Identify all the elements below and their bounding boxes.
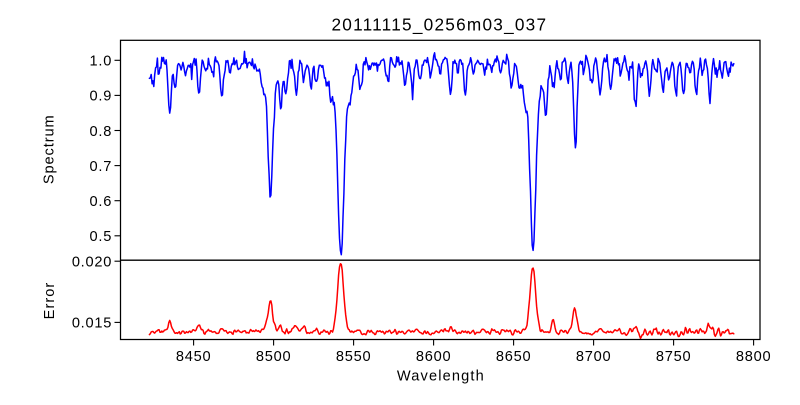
svg-text:8550: 8550 [336, 349, 371, 365]
svg-text:Error: Error [42, 282, 58, 320]
svg-text:0.8: 0.8 [90, 124, 113, 140]
svg-text:8650: 8650 [496, 349, 531, 365]
svg-text:8800: 8800 [736, 349, 771, 365]
svg-text:8750: 8750 [656, 349, 691, 365]
svg-text:Spectrum: Spectrum [41, 114, 57, 184]
svg-text:8500: 8500 [256, 349, 291, 365]
svg-text:8600: 8600 [416, 349, 451, 365]
svg-text:Wavelength: Wavelength [397, 368, 485, 384]
svg-text:0.020: 0.020 [72, 254, 112, 270]
svg-text:20111115_0256m03_037: 20111115_0256m03_037 [331, 14, 547, 34]
svg-text:8700: 8700 [576, 349, 611, 365]
svg-text:0.9: 0.9 [90, 89, 113, 105]
svg-text:0.5: 0.5 [90, 229, 113, 245]
svg-text:0.015: 0.015 [72, 316, 112, 332]
svg-text:8450: 8450 [176, 349, 211, 365]
svg-text:0.7: 0.7 [90, 159, 113, 175]
svg-text:1.0: 1.0 [90, 54, 113, 70]
svg-text:0.6: 0.6 [90, 194, 113, 210]
